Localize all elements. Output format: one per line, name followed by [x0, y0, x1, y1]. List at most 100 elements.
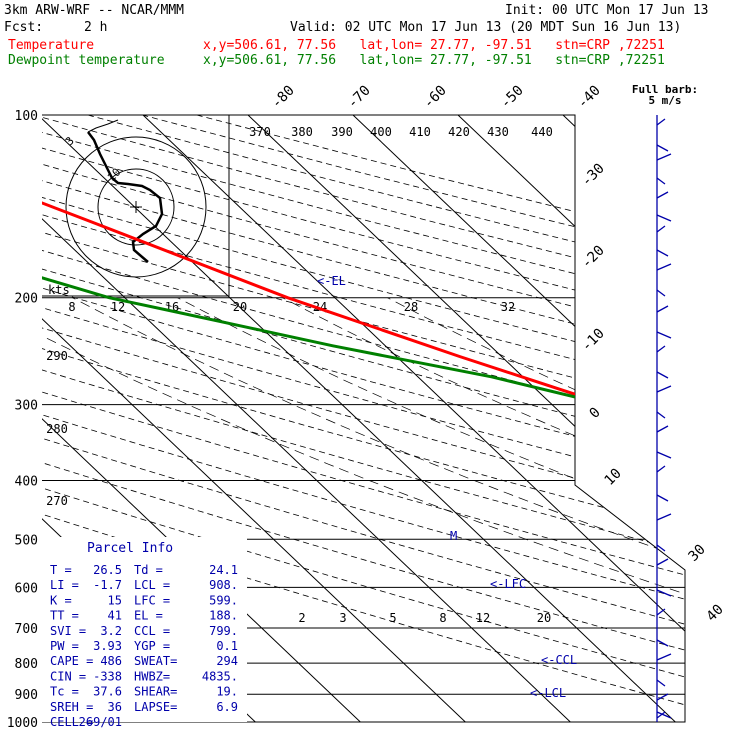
speed-label: 20 — [233, 300, 247, 314]
parcel-info-value: 36 — [108, 700, 122, 714]
parcel-info-value: 41 — [108, 609, 122, 623]
level-annotation: <-CCL — [541, 653, 577, 667]
temperature-line — [42, 115, 685, 722]
wind-barb — [656, 305, 669, 313]
dry-adiabat-line — [42, 115, 685, 722]
dry-adiabat-line — [42, 115, 685, 722]
wind-barb — [656, 608, 666, 616]
dewpoint-location-info: x,y=506.61, 77.56 lat,lon= 27.77, -97.51… — [203, 53, 665, 68]
theta-label: 410 — [409, 125, 431, 139]
wind-barb — [656, 144, 669, 152]
isotherm-label: 30 — [686, 542, 709, 565]
mixing-ratio-label: 2 — [298, 611, 305, 625]
parcel-info-value: 24.1 — [209, 563, 238, 577]
dewpoint-legend-label: Dewpoint temperature — [8, 53, 165, 68]
level-annotation: <-LCL — [530, 686, 566, 700]
pressure-label: 800 — [15, 657, 38, 672]
parcel-info-label: SHEAR= — [134, 685, 177, 699]
moist-adiabat-line — [72, 297, 685, 722]
pressure-label: 900 — [15, 688, 38, 703]
plot-frame — [42, 114, 686, 723]
wind-barb — [656, 263, 672, 271]
parcel-info-label: Td = — [134, 563, 163, 577]
isotherm-label: -80 — [269, 83, 298, 112]
parcel-info-value: 799. — [209, 624, 238, 638]
parcel-info-label: Tc = — [50, 685, 79, 699]
parcel-info-value: 599. — [209, 593, 238, 607]
wind-barb — [656, 191, 669, 199]
wind-barb — [656, 558, 669, 566]
moist-adiabat-line — [177, 297, 685, 722]
parcel-info-value: 269/01 — [79, 715, 122, 729]
isotherm-label: -70 — [345, 83, 374, 112]
speed-label: 8 — [68, 300, 75, 314]
wind-barb — [656, 225, 666, 233]
isotherm-label: 40 — [704, 602, 727, 625]
parcel-info-value: 4835. — [202, 669, 238, 683]
wind-barb — [656, 289, 666, 297]
isotherm-line — [653, 115, 685, 722]
wind-barb — [656, 494, 669, 502]
barb-legend-label: Full barb: — [632, 83, 698, 96]
parcel-info-label: LFC = — [134, 593, 170, 607]
parcel-info-value: 486 — [100, 654, 122, 668]
mid-level-mark: M — [450, 529, 457, 543]
parcel-info-value: 188. — [209, 609, 238, 623]
mixing-ratio-label: 8 — [439, 611, 446, 625]
isotherm-line — [42, 115, 585, 722]
dry-adiabat-line — [42, 115, 685, 722]
parcel-info-label: SVI = — [50, 624, 86, 638]
isotherm-line — [128, 115, 685, 722]
parcel-info-value: 6.9 — [216, 700, 238, 714]
theta-label: 280 — [46, 422, 68, 436]
parcel-info-label: HWBZ= — [134, 669, 170, 683]
parcel-info-value: 908. — [209, 578, 238, 592]
parcel-info-label: LI = — [50, 578, 79, 592]
speed-label: 12 — [111, 300, 125, 314]
mixing-ratio-label: 3 — [339, 611, 346, 625]
theta-label: 430 — [487, 125, 509, 139]
hodograph-trace — [87, 131, 164, 263]
pressure-label: 300 — [15, 399, 38, 414]
wind-barb — [656, 177, 666, 185]
theta-label: 290 — [46, 349, 68, 363]
parcel-info-value: 294 — [216, 654, 238, 668]
wind-barb — [656, 214, 672, 222]
barb-legend-speed: 5 m/s — [648, 94, 681, 107]
parcel-info-value: -338 — [93, 669, 122, 683]
parcel-info-label: EL = — [134, 609, 163, 623]
dewpoint-line — [42, 115, 685, 722]
pressure-label: 100 — [15, 109, 38, 124]
pressure-label: 1000 — [7, 716, 38, 731]
wind-barb — [656, 411, 666, 419]
parcel-info-label: TT = — [50, 609, 79, 623]
wind-barb — [656, 544, 666, 552]
isotherm-label: 0 — [587, 405, 604, 422]
isotherm-line — [42, 115, 480, 722]
mixing-ratio-label: 20 — [537, 611, 551, 625]
wind-barb — [656, 118, 666, 126]
parcel-info-value: 19. — [216, 685, 238, 699]
parcel-info-label: CELL = — [50, 715, 93, 729]
wind-barb — [656, 711, 666, 719]
wind-barb — [656, 711, 672, 719]
isotherm-label: 10 — [602, 466, 625, 489]
isotherm-line — [338, 115, 685, 722]
dry-adiabat-line — [42, 115, 685, 722]
parcel-info-label: CIN = — [50, 669, 86, 683]
wind-barb — [656, 249, 669, 257]
isotherm-label: -60 — [421, 83, 450, 112]
parcel-info-value: 26.5 — [93, 563, 122, 577]
level-annotation: <-EL — [317, 274, 346, 288]
temperature-legend-label: Temperature — [8, 38, 95, 53]
theta-label: 370 — [249, 125, 271, 139]
parcel-info-label: SREH = — [50, 700, 93, 714]
wind-barb — [656, 653, 672, 661]
level-annotation: <-LFC — [490, 577, 526, 591]
parcel-info-panel: Parcel Info T = 26.5 Td = 24.1 LI = -1.7 LCL = 9… — [42, 537, 247, 729]
wind-barb — [656, 451, 672, 459]
theta-label: 400 — [370, 125, 392, 139]
isotherm-label: -50 — [498, 83, 527, 112]
parcel-info-value: 15 — [108, 593, 122, 607]
